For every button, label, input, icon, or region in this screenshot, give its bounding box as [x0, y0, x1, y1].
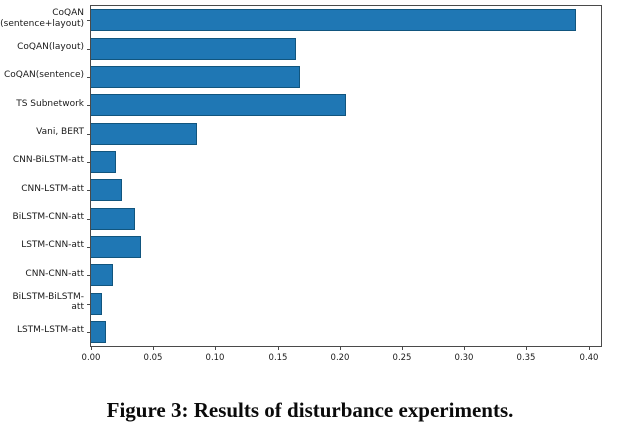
x-tick-label: 0.40	[579, 353, 599, 363]
y-tick-mark	[87, 76, 91, 78]
bar	[91, 179, 122, 202]
y-axis-label: CNN-BiLSTM-att	[12, 155, 84, 166]
bar	[91, 264, 113, 287]
x-tick-label: 0.20	[330, 353, 350, 363]
bar	[91, 235, 141, 258]
x-tick-mark	[278, 346, 279, 350]
y-tick-mark	[87, 105, 91, 107]
bar	[91, 65, 300, 88]
y-axis-label: BiLSTM-CNN-att	[12, 212, 84, 223]
x-tick-label: 0.35	[516, 353, 536, 363]
x-tick-mark	[402, 346, 403, 350]
y-axis-label: LSTM-LSTM-att	[16, 325, 84, 336]
x-tick-label: 0.15	[268, 353, 288, 363]
x-tick-mark	[340, 346, 341, 350]
x-tick-mark	[589, 346, 590, 350]
y-tick-mark	[87, 331, 91, 333]
figure-caption: Figure 3: Results of disturbance experim…	[106, 398, 514, 422]
x-tick-mark	[526, 346, 527, 350]
x-tick-label: 0.10	[205, 353, 225, 363]
y-tick-mark	[87, 161, 91, 163]
y-axis-label: BiLSTM-BiLSTM-att	[12, 291, 84, 313]
bar	[91, 9, 576, 32]
y-axis-label: CoQAN(layout)	[17, 42, 84, 53]
x-tick-label: 0.30	[454, 353, 474, 363]
y-axis-label: CoQAN (sentence+layout)	[0, 8, 84, 30]
x-tick-mark	[91, 346, 92, 350]
y-axis-label: CNN-LSTM-att	[21, 183, 84, 194]
y-tick-mark	[87, 20, 91, 22]
y-tick-mark	[87, 190, 91, 192]
y-axis-label: TS Subnetwork	[16, 98, 84, 109]
y-axis-label: CoQAN(sentence)	[4, 70, 84, 81]
bar	[91, 292, 102, 315]
y-tick-mark	[87, 48, 91, 50]
x-tick-mark	[464, 346, 465, 350]
y-tick-mark	[87, 133, 91, 135]
y-tick-mark	[87, 303, 91, 305]
bar	[91, 207, 135, 230]
plot-area: 0.00 0.05 0.10 0.15 0.20 0.25 0.30 0.35 0.40	[82, 5, 602, 363]
y-tick-mark	[87, 246, 91, 248]
bar	[91, 150, 116, 173]
y-tick-mark	[87, 218, 91, 220]
x-tick-label: 0.25	[392, 353, 412, 363]
y-axis-label: Vani, BERT	[36, 127, 84, 138]
x-tick-label: 0.05	[143, 353, 163, 363]
bar	[91, 94, 346, 117]
y-axis-label: CNN-CNN-att	[25, 268, 84, 279]
x-tick-mark	[153, 346, 154, 350]
y-axis-label: LSTM-CNN-att	[21, 240, 84, 251]
y-tick-mark	[87, 275, 91, 277]
x-tick-mark	[215, 346, 216, 350]
bar	[91, 122, 197, 145]
bar	[91, 320, 106, 343]
bar	[91, 37, 296, 60]
x-tick-label: 0.00	[81, 353, 101, 363]
